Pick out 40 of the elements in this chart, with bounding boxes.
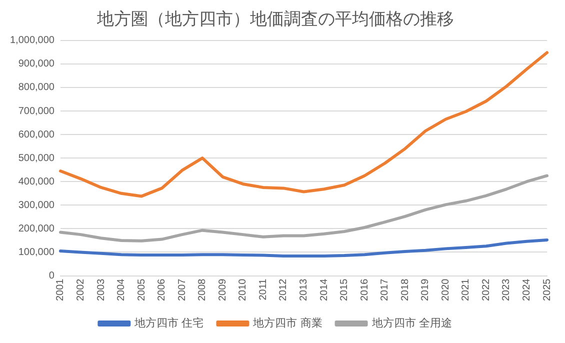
y-tick-label: 100,000 [18, 246, 55, 258]
y-tick-label: 800,000 [18, 82, 55, 94]
legend-label: 地方四市 住宅 [134, 316, 204, 330]
legend-label: 地方四市 全用途 [370, 316, 452, 330]
x-tick-label: 2016 [359, 278, 370, 302]
x-tick-label: 2013 [298, 278, 310, 302]
x-tick-label: 2009 [217, 278, 228, 302]
x-tick-label: 2014 [318, 278, 330, 302]
y-tick-label: 500,000 [18, 152, 55, 164]
x-tick-label: 2005 [136, 278, 148, 302]
x-tick-label: 2010 [238, 278, 249, 302]
x-tick-label: 2022 [480, 278, 492, 302]
y-tick-label: 400,000 [18, 176, 55, 188]
x-tick-label: 2018 [400, 278, 411, 302]
x-tick-label: 2021 [460, 278, 472, 302]
legend-label: 地方四市 商業 [252, 316, 322, 330]
y-tick-label: 1,000,000 [10, 35, 55, 46]
chart-title: 地方圏（地方四市）地価調査の平均価格の推移 [96, 10, 454, 30]
y-tick-label: 700,000 [18, 106, 55, 117]
x-tick-label: 2007 [176, 278, 188, 302]
x-tick-label: 2024 [521, 278, 532, 302]
x-tick-label: 2012 [278, 278, 290, 302]
x-tick-label: 2015 [339, 278, 350, 302]
x-tick-label: 2006 [156, 278, 168, 302]
x-tick-label: 2008 [197, 278, 208, 302]
y-tick-label: 200,000 [18, 223, 55, 234]
y-tick-label: 900,000 [18, 58, 55, 70]
x-tick-label: 2001 [55, 278, 66, 302]
x-tick-label: 2025 [542, 278, 553, 302]
x-tick-label: 2020 [440, 278, 452, 302]
x-tick-label: 2023 [501, 278, 512, 302]
y-tick-label: 300,000 [18, 200, 55, 211]
y-tick-label: 600,000 [18, 129, 55, 140]
x-tick-label: 2004 [116, 278, 128, 302]
x-tick-label: 2003 [96, 278, 107, 302]
y-tick-label: 0 [48, 270, 55, 282]
x-tick-label: 2017 [380, 278, 391, 302]
x-tick-label: 2002 [76, 278, 87, 302]
x-tick-label: 2011 [258, 278, 269, 300]
x-tick-label: 2019 [420, 278, 432, 302]
